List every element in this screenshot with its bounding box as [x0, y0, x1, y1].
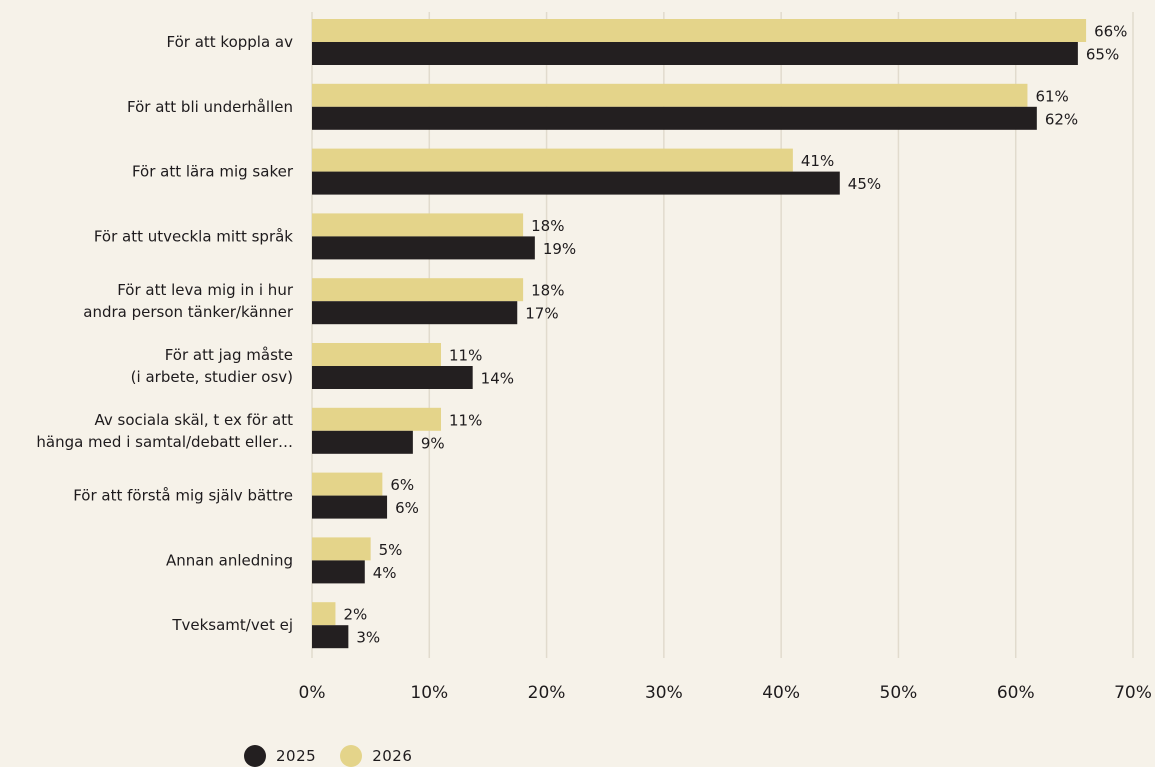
x-tick-label: 20% — [528, 683, 566, 703]
data-label-2026: 18% — [531, 282, 564, 300]
bar-2026 — [312, 83, 1028, 107]
data-label-2026: 2% — [343, 606, 367, 624]
category-label: (i arbete, studier osv) — [131, 368, 293, 386]
legend-swatch-2026 — [340, 745, 363, 767]
legend: 2025 2026 — [244, 745, 412, 767]
data-label-2026: 11% — [449, 347, 482, 365]
bar-2025 — [312, 560, 365, 584]
bar-2025 — [312, 495, 388, 519]
category-label: Av sociala skäl, t ex för att — [95, 411, 294, 429]
data-label-2026: 11% — [449, 411, 482, 429]
data-label-2026: 18% — [531, 217, 564, 235]
bar-2026 — [312, 472, 383, 496]
x-tick-label: 30% — [645, 683, 683, 703]
data-label-2026: 5% — [379, 541, 403, 559]
data-label-2025: 6% — [395, 499, 419, 517]
data-label-2026: 61% — [1035, 87, 1068, 105]
x-tick-label: 60% — [997, 683, 1035, 703]
bar-2026 — [312, 343, 442, 366]
data-label-2025: 65% — [1086, 46, 1119, 64]
data-label-2025: 3% — [356, 629, 380, 647]
category-label: Tveksamt/vet ej — [171, 616, 293, 634]
category-label: andra person tänker/känner — [83, 303, 294, 321]
bar-2025 — [312, 366, 473, 389]
legend-swatch-2025 — [244, 745, 266, 767]
category-label: För att utveckla mitt språk — [94, 227, 293, 245]
category-label: Annan anledning — [166, 551, 293, 569]
category-label: För att jag måste — [165, 346, 293, 364]
bar-2026 — [312, 407, 442, 431]
category-label: hänga med i samtal/debatt eller… — [36, 433, 293, 451]
bar-2025 — [312, 625, 349, 649]
x-tick-label: 70% — [1114, 683, 1152, 703]
data-label-2026: 66% — [1094, 23, 1127, 41]
bar-2025 — [312, 106, 1037, 130]
x-tick-label: 10% — [410, 683, 448, 703]
data-label-2025: 14% — [481, 370, 514, 388]
bar-2026 — [312, 537, 371, 561]
category-label: För att förstå mig själv bättre — [73, 487, 293, 505]
category-label: För att bli underhållen — [127, 98, 293, 116]
bar-2026 — [312, 213, 524, 237]
bar-2026 — [312, 19, 1087, 42]
bar-2025 — [312, 42, 1078, 65]
data-label-2026: 6% — [390, 476, 414, 494]
data-label-2025: 4% — [373, 564, 397, 582]
legend-label-2026: 2026 — [372, 747, 413, 765]
data-label-2025: 17% — [525, 305, 558, 323]
x-tick-label: 40% — [762, 683, 800, 703]
x-tick-label: 0% — [299, 683, 326, 703]
category-label: För att koppla av — [167, 33, 294, 51]
bar-2026 — [312, 148, 793, 172]
data-label-2025: 19% — [543, 240, 576, 258]
bar-2025 — [312, 301, 518, 325]
category-label: För att leva mig in i hur — [117, 281, 294, 299]
bar-2026 — [312, 278, 524, 302]
bar-chart: 0% 10% 20% 30% 40% 50% 60% 70% 66% 65% För att kop… — [36, 12, 1152, 703]
bar-2025 — [312, 171, 840, 195]
data-label-2025: 62% — [1045, 110, 1078, 128]
category-label: För att lära mig saker — [132, 163, 294, 181]
bar-2025 — [312, 236, 535, 260]
x-tick-label: 50% — [880, 683, 918, 703]
data-label-2026: 41% — [801, 152, 834, 170]
bar-2025 — [312, 430, 413, 454]
bar-2026 — [312, 602, 336, 626]
legend-item-2025: 2025 — [244, 745, 316, 767]
legend-label-2025: 2025 — [276, 747, 317, 765]
data-label-2025: 45% — [848, 175, 881, 193]
legend-item-2026: 2026 — [340, 745, 412, 767]
data-label-2025: 9% — [421, 434, 445, 452]
